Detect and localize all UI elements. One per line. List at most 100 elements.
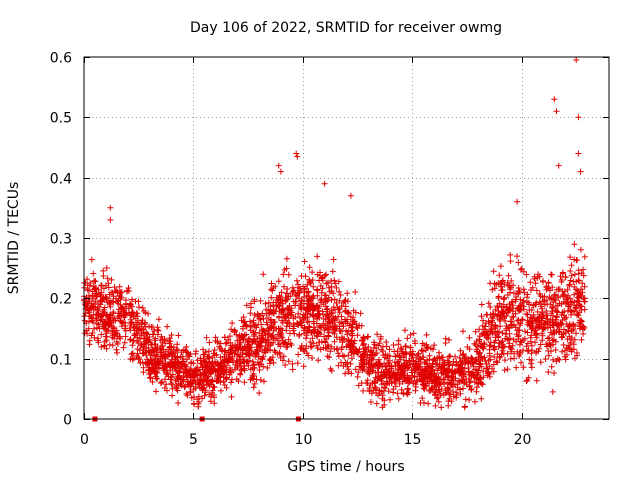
data-point: [545, 352, 552, 359]
data-point: [127, 336, 134, 343]
data-point: [551, 292, 558, 299]
data-point: [416, 371, 423, 378]
data-point: [581, 295, 588, 302]
data-point: [113, 287, 120, 294]
data-point: [570, 341, 577, 348]
data-point: [213, 378, 220, 384]
data-point: [457, 386, 463, 393]
data-point: [508, 277, 515, 284]
data-point: [523, 311, 530, 317]
data-point: [267, 309, 274, 316]
data-point: [152, 341, 159, 347]
data-point: [520, 347, 527, 354]
data-point: [566, 323, 573, 330]
data-point: [540, 313, 547, 319]
data-point: [201, 369, 208, 376]
data-point: [415, 350, 422, 357]
data-point: [580, 266, 587, 273]
data-point: [422, 374, 429, 381]
data-point: [279, 357, 286, 364]
data-point: [250, 317, 257, 324]
data-point: [122, 327, 129, 334]
data-point: [407, 331, 414, 338]
data-point: [294, 360, 301, 367]
data-point: [369, 352, 376, 359]
data-point: [524, 317, 531, 324]
data-point: [269, 287, 276, 294]
data-point: [515, 332, 522, 339]
data-point: [497, 323, 504, 330]
data-point: [294, 277, 300, 284]
data-point: [305, 327, 311, 334]
data-point: [478, 313, 485, 320]
data-point: [527, 314, 534, 321]
data-point: [566, 281, 573, 288]
data-point: [217, 354, 224, 361]
data-point: [195, 400, 202, 407]
data-point: [530, 302, 537, 309]
data-point: [387, 396, 393, 403]
data-point: [104, 275, 111, 282]
y-tick-label: 0.2: [50, 292, 72, 308]
data-point: [400, 354, 407, 361]
data-point: [333, 300, 340, 306]
data-point: [305, 327, 312, 334]
data-point: [93, 324, 100, 331]
data-point: [421, 399, 427, 406]
data-point: [519, 316, 526, 323]
data-point: [336, 309, 343, 316]
data-point: [179, 355, 186, 362]
data-point: [331, 345, 338, 352]
data-point: [490, 310, 497, 317]
data-point: [256, 367, 263, 373]
data-point: [206, 339, 213, 346]
data-point: [211, 400, 218, 407]
data-point: [166, 335, 173, 342]
data-point: [181, 384, 188, 391]
data-point: [398, 386, 405, 393]
data-point: [314, 316, 320, 322]
data-point: [298, 305, 305, 312]
data-point: [184, 392, 191, 399]
data-point: [375, 363, 382, 370]
data-point: [436, 381, 443, 388]
data-point: [247, 344, 254, 351]
x-tick-label: 20: [514, 432, 532, 448]
data-point: [471, 379, 478, 386]
data-point: [567, 307, 574, 314]
data-point: [361, 335, 368, 342]
data-point: [407, 344, 414, 351]
data-point: [399, 350, 406, 357]
data-point: [555, 162, 562, 169]
data-point: [279, 337, 286, 344]
data-point: [365, 369, 372, 376]
data-point: [203, 334, 210, 341]
data-point: [331, 296, 338, 303]
data-point: [473, 375, 480, 382]
data-point: [564, 294, 570, 301]
data-point: [447, 353, 453, 359]
data-point: [344, 290, 351, 297]
data-point: [532, 332, 539, 338]
data-point: [240, 335, 247, 342]
data-point: [408, 377, 415, 384]
data-point: [476, 361, 483, 368]
data-point: [284, 286, 291, 292]
data-point: [548, 295, 555, 302]
data-point: [193, 348, 199, 355]
data-point: [90, 270, 97, 277]
data-point: [560, 330, 567, 337]
data-point: [231, 328, 238, 334]
data-point: [285, 336, 292, 343]
data-point: [580, 330, 587, 337]
data-point: [276, 302, 283, 309]
data-point: [200, 364, 206, 371]
data-point: [553, 307, 559, 314]
data-point: [352, 309, 359, 316]
data-point: [530, 326, 536, 332]
data-point: [241, 379, 248, 386]
data-point: [160, 362, 167, 369]
data-point: [98, 282, 105, 289]
data-point: [208, 393, 214, 400]
y-tick-label: 0.6: [50, 51, 72, 67]
